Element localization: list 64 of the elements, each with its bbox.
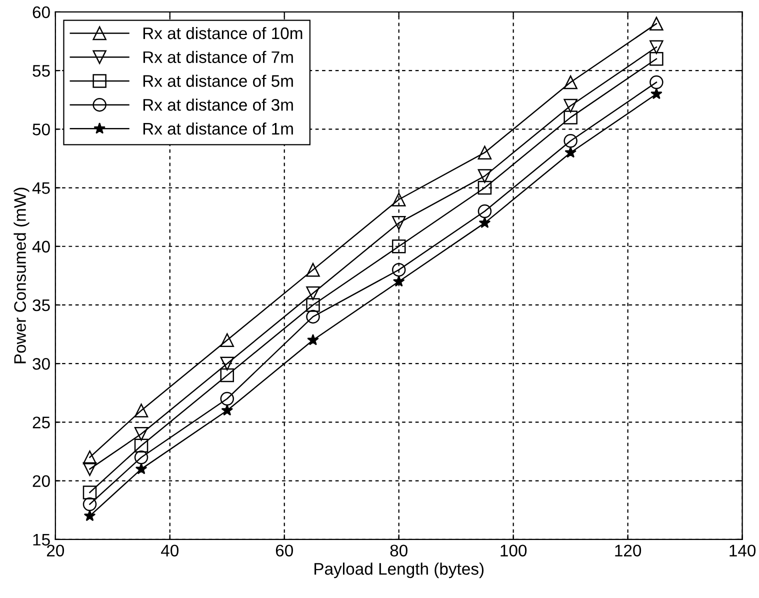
point	[392, 275, 405, 287]
point	[478, 146, 492, 160]
point	[650, 75, 664, 90]
x-tick-label: 60	[276, 544, 293, 556]
point	[650, 16, 664, 31]
y-axis-title: Power Consumed (mW)	[14, 188, 30, 364]
point	[134, 438, 148, 453]
y-tick-label: 20	[32, 475, 50, 487]
point	[306, 286, 320, 300]
point	[306, 298, 320, 312]
point	[478, 216, 491, 228]
point	[392, 192, 406, 206]
y-tick-label: 60	[32, 6, 50, 18]
point	[650, 52, 664, 66]
legend-label: Rx at distance of 7m	[143, 50, 293, 64]
point	[82, 486, 97, 500]
point	[134, 450, 148, 464]
point	[307, 334, 319, 346]
point	[564, 134, 578, 148]
y-tick-label: 15	[33, 534, 50, 546]
x-tick-label: 20	[46, 544, 64, 556]
x-tick-label: 140	[730, 544, 756, 556]
point	[84, 510, 96, 522]
y-tick-label: 45	[32, 182, 50, 194]
point	[134, 404, 148, 418]
point	[306, 262, 320, 277]
point	[564, 98, 578, 113]
point	[220, 333, 234, 348]
y-tick-label: 40	[32, 240, 50, 253]
x-tick-label: 40	[161, 544, 179, 556]
legend-label: Rx at distance of 5m	[143, 74, 293, 87]
point	[220, 368, 234, 382]
legend-label: Rx at distance of 3m	[143, 98, 293, 111]
x-axis-title: Payload Length (bytes)	[314, 562, 484, 578]
point	[478, 204, 492, 218]
point	[82, 497, 97, 512]
point	[82, 462, 97, 476]
y-tick-label: 35	[32, 299, 50, 312]
x-tick-label: 120	[615, 544, 642, 556]
legend-label: Rx at distance of 10m	[143, 26, 302, 40]
legend-label: Rx at distance of 1m	[143, 122, 293, 135]
point	[392, 262, 406, 277]
y-tick-label: 55	[32, 65, 50, 77]
point	[650, 40, 664, 54]
point	[220, 392, 234, 406]
point	[220, 356, 234, 370]
point	[135, 462, 148, 474]
x-tick-label: 100	[500, 544, 527, 556]
point	[478, 169, 492, 183]
point	[134, 427, 148, 441]
point	[478, 180, 492, 195]
y-tick-label: 50	[32, 124, 50, 136]
point	[306, 310, 320, 324]
point	[564, 110, 578, 124]
point	[221, 404, 234, 416]
point	[650, 88, 662, 100]
point	[564, 75, 578, 90]
point	[392, 216, 406, 230]
y-tick-label: 25	[32, 416, 50, 428]
x-tick-label: 80	[390, 544, 408, 556]
point	[82, 450, 97, 464]
y-tick-label: 30	[32, 358, 50, 370]
point	[564, 146, 576, 158]
point	[392, 240, 406, 254]
